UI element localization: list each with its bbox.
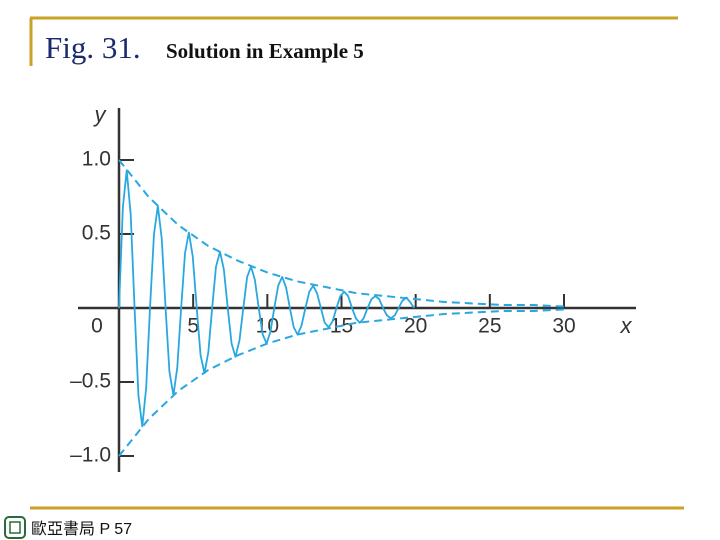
y-axis-label: y [93,102,108,127]
x-axis-label: x [620,313,633,338]
envelope-line [118,308,565,457]
fig-number: Fig. 31. [45,30,141,65]
x-tick-label: 10 [256,315,279,338]
x-tick-label: 5 [187,315,199,338]
envelope-line [118,159,565,308]
x-tick-label: 20 [404,315,427,338]
footer-text: 歐亞書局 P 57 [31,520,132,538]
x-tick-label: 0 [91,315,103,338]
y-tick-label: 1.0 [82,148,111,171]
caption: Solution in Example 5 [166,39,364,63]
x-tick-label: 25 [478,315,501,338]
y-tick-label: –0.5 [70,370,111,393]
plot: xy0 5 10 15 20 25 30–1.0–0.50.51.0 [70,102,636,472]
x-tick-label: 30 [552,315,575,338]
y-tick-label: 0.5 [82,222,111,245]
publisher-logo [4,516,26,539]
y-tick-label: –1.0 [70,444,111,467]
